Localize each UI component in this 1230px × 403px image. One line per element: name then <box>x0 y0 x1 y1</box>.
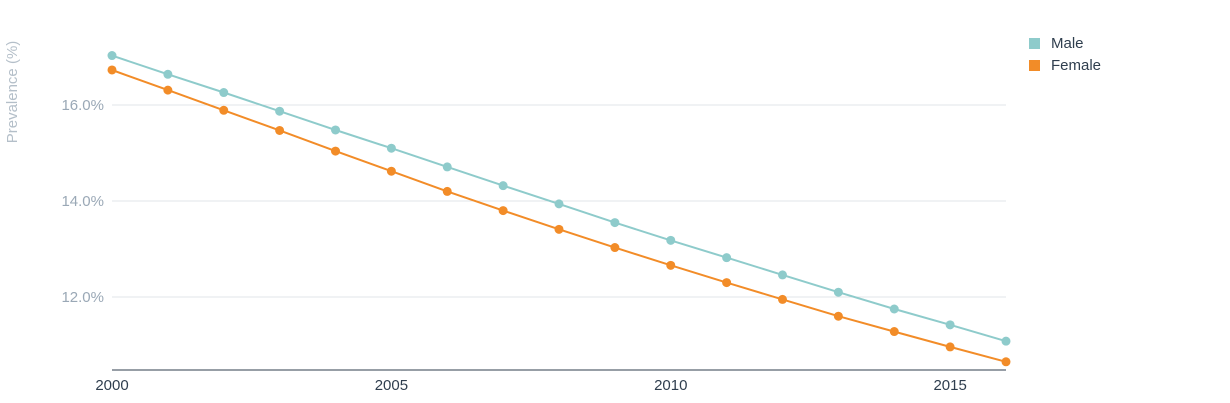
y-axis-title: Prevalence (%) <box>4 41 21 144</box>
data-point-female[interactable] <box>778 294 787 304</box>
legend-swatch <box>1029 60 1040 71</box>
x-axis-ticks: 2000 2005 2010 2015 <box>95 377 967 394</box>
legend-label: Female <box>1051 57 1101 74</box>
legend-swatch <box>1029 38 1040 49</box>
data-point-female[interactable] <box>833 311 843 321</box>
legend-item-male[interactable]: Male <box>1029 35 1084 52</box>
data-point-female[interactable] <box>275 125 285 135</box>
data-point-male[interactable] <box>386 143 396 153</box>
data-point-female[interactable] <box>498 206 508 216</box>
series-layer <box>107 51 1011 367</box>
data-point-female[interactable] <box>442 186 452 196</box>
y-tick-label: 12.0% <box>61 289 104 306</box>
data-point-male[interactable] <box>778 270 787 280</box>
data-point-male[interactable] <box>889 304 899 314</box>
y-tick-label: 16.0% <box>61 97 104 114</box>
data-point-female[interactable] <box>331 146 340 156</box>
data-point-male[interactable] <box>833 287 843 297</box>
legend[interactable]: Male Female <box>1029 35 1101 74</box>
data-point-male[interactable] <box>275 106 285 116</box>
data-point-male[interactable] <box>163 69 173 79</box>
data-point-male[interactable] <box>498 181 508 191</box>
series-line-female <box>111 69 1007 363</box>
data-point-male[interactable] <box>442 162 452 172</box>
x-tick-label: 2000 <box>95 377 128 394</box>
x-tick-label: 2010 <box>654 377 687 394</box>
x-tick-label: 2005 <box>375 377 408 394</box>
data-point-male[interactable] <box>722 253 732 263</box>
data-point-female[interactable] <box>722 278 732 288</box>
data-point-female[interactable] <box>386 166 396 176</box>
data-point-male[interactable] <box>107 51 117 61</box>
data-point-female[interactable] <box>1001 357 1011 367</box>
data-point-female[interactable] <box>889 327 899 337</box>
series-male <box>107 51 1011 346</box>
y-axis-ticks: 12.0% 14.0% 16.0% <box>61 97 104 306</box>
data-point-female[interactable] <box>163 85 173 95</box>
y-tick-label: 14.0% <box>61 193 104 210</box>
data-point-male[interactable] <box>945 320 955 330</box>
data-point-male[interactable] <box>219 88 229 98</box>
data-point-male[interactable] <box>1001 336 1011 346</box>
data-point-female[interactable] <box>219 105 229 115</box>
data-point-female[interactable] <box>554 224 564 234</box>
legend-label: Male <box>1051 35 1084 52</box>
series-female <box>107 65 1011 367</box>
data-point-female[interactable] <box>945 342 955 352</box>
legend-item-female[interactable]: Female <box>1029 57 1101 74</box>
data-point-female[interactable] <box>610 243 620 253</box>
series-line-male <box>111 54 1007 343</box>
data-point-male[interactable] <box>554 199 564 209</box>
data-point-male[interactable] <box>331 125 340 135</box>
data-point-male[interactable] <box>666 235 676 245</box>
data-point-female[interactable] <box>666 260 676 270</box>
data-point-male[interactable] <box>610 218 620 228</box>
data-point-female[interactable] <box>107 65 117 75</box>
x-tick-label: 2015 <box>933 377 966 394</box>
